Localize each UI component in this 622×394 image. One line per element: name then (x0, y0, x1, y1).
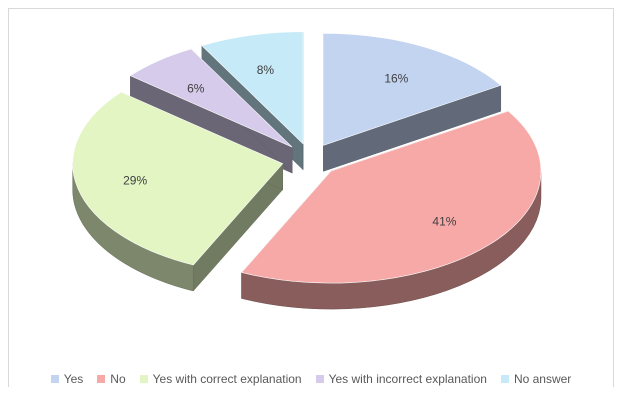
legend-item-0: Yes (50, 372, 84, 386)
legend-label-3: Yes with incorrect explanation (328, 372, 487, 386)
data-label-0: 16% (384, 72, 408, 86)
legend-label-1: No (110, 372, 126, 386)
slice-top-2 (72, 91, 284, 266)
legend-swatch-1 (97, 375, 106, 383)
pie-slice-3 (129, 48, 293, 174)
slice-top-3 (129, 48, 293, 148)
legend-item-4: No answer (500, 372, 572, 386)
data-label-4: 8% (257, 63, 275, 77)
legend-label-4: No answer (513, 372, 572, 386)
slice-top-0 (323, 32, 502, 146)
legend-swatch-2 (139, 375, 148, 383)
legend-label-0: Yes (63, 372, 84, 386)
chart-legend: Yes No Yes with correct explanation Yes wit… (0, 369, 622, 389)
data-label-1: 41% (432, 214, 456, 228)
slice-top-4 (201, 31, 304, 145)
legend-label-2: Yes with correct explanation (152, 372, 302, 386)
legend-swatch-0 (50, 375, 59, 383)
pie-slice-1 (241, 110, 542, 310)
pie-slice-2 (72, 91, 284, 292)
legend-item-2: Yes with correct explanation (139, 372, 302, 386)
legend-item-1: No (97, 372, 126, 386)
data-label-3: 6% (187, 81, 205, 95)
legend-item-3: Yes with incorrect explanation (315, 372, 487, 386)
legend-swatch-4 (500, 375, 509, 383)
pie-slice-0 (323, 32, 502, 172)
slice-top-1 (241, 110, 542, 284)
data-label-2: 29% (123, 173, 147, 187)
legend-swatch-3 (315, 375, 324, 383)
